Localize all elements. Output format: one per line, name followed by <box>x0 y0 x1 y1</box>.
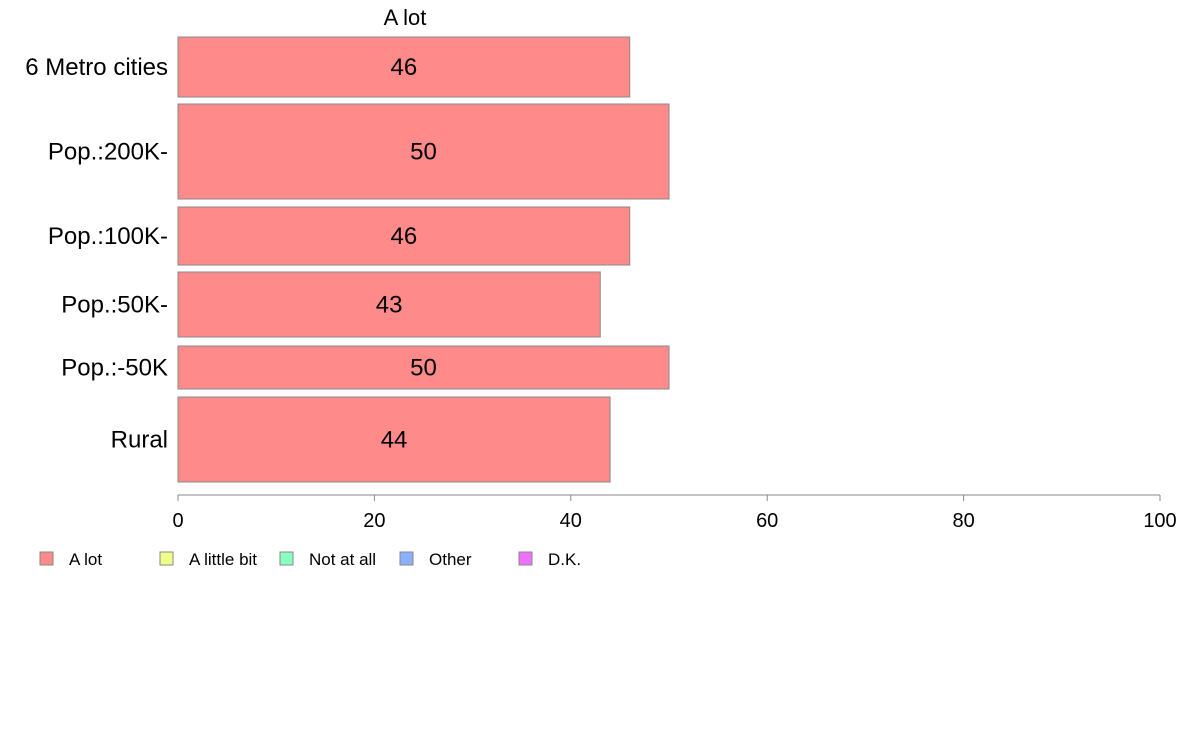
x-tick-label: 100 <box>1143 510 1176 532</box>
legend-label: Other <box>429 550 472 569</box>
legend-item: Other <box>399 550 472 569</box>
bar <box>177 36 631 98</box>
bar-value-label: 50 <box>410 139 437 166</box>
x-tick-label: 0 <box>172 510 183 532</box>
legend-swatch <box>399 551 414 566</box>
legend-label: Not at all <box>309 550 376 569</box>
legend-swatch <box>159 551 174 566</box>
category-label: Pop.:-50K <box>61 355 168 382</box>
category-label: Rural <box>111 427 168 454</box>
bars-group: 46 6 Metro cities 50 Pop.:200K- 46 Pop.:100K-… <box>25 36 670 483</box>
x-axis: 0 20 40 60 80 100 <box>172 494 1177 532</box>
legend-swatch <box>279 551 294 566</box>
bar-value-label: 46 <box>391 54 418 81</box>
legend-label: A little bit <box>189 550 257 569</box>
bar-value-label: 43 <box>376 292 403 319</box>
legend-label: A lot <box>69 550 102 569</box>
bar <box>177 206 631 266</box>
category-label: Pop.:50K- <box>61 292 168 319</box>
legend-label: D.K. <box>548 550 581 569</box>
category-label: Pop.:100K- <box>48 223 168 250</box>
bar-value-label: 44 <box>381 427 408 454</box>
bar <box>177 345 670 390</box>
legend-item: A little bit <box>159 550 257 569</box>
bar <box>177 103 670 200</box>
legend-swatch <box>518 551 533 566</box>
category-label: 6 Metro cities <box>25 54 168 81</box>
bar-value-label: 46 <box>391 223 418 250</box>
x-tick-label: 60 <box>756 510 778 532</box>
legend-item: Not at all <box>279 550 376 569</box>
bar-value-label: 50 <box>410 355 437 382</box>
x-tick-label: 40 <box>560 510 582 532</box>
x-tick-label: 80 <box>952 510 974 532</box>
bar <box>177 271 601 338</box>
legend-swatch <box>39 551 54 566</box>
legend-item: A lot <box>39 550 102 569</box>
category-label: Pop.:200K- <box>48 139 168 166</box>
legend: A lot A little bit Not at all Other D.K. <box>39 550 581 569</box>
x-tick-label: 20 <box>363 510 385 532</box>
column-title: A lot <box>384 5 427 30</box>
legend-item: D.K. <box>518 550 581 569</box>
bar <box>177 396 611 483</box>
